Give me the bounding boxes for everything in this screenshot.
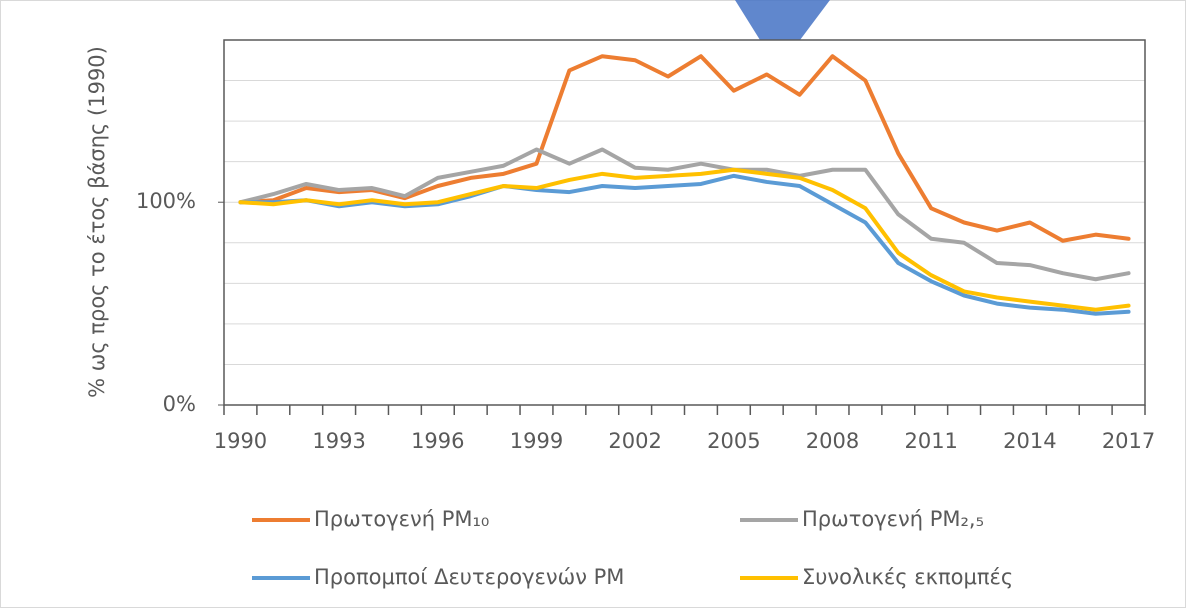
x-tick-label: 2005 bbox=[707, 429, 760, 453]
y-tick-label: 100% bbox=[136, 189, 196, 213]
legend-label: Προπομποί Δευτερογενών PM bbox=[314, 565, 624, 589]
x-tick-label: 2008 bbox=[806, 429, 859, 453]
legend-label: Πρωτογενή PM₂,₅ bbox=[802, 507, 984, 531]
series-line bbox=[238, 167, 1131, 312]
x-tick-label: 1996 bbox=[411, 429, 464, 453]
x-tick-label: 2017 bbox=[1102, 429, 1155, 453]
series-line bbox=[238, 147, 1131, 282]
x-tick-label: 1999 bbox=[510, 429, 563, 453]
decoration bbox=[735, 0, 830, 40]
x-tick-label: 1990 bbox=[214, 429, 267, 453]
series-line bbox=[238, 173, 1131, 316]
legend-label: Πρωτογενή PM₁₀ bbox=[314, 507, 489, 531]
x-tick-label: 1993 bbox=[312, 429, 365, 453]
y-axis-title: % ως προς το έτος βάσης (1990) bbox=[85, 46, 109, 398]
y-tick-label: 0% bbox=[163, 392, 196, 416]
x-tick-label: 2014 bbox=[1003, 429, 1056, 453]
legend-label: Συνολικές εκπομπές bbox=[802, 565, 1013, 589]
x-tick-label: 2002 bbox=[608, 429, 661, 453]
x-tick-label: 2011 bbox=[904, 429, 957, 453]
